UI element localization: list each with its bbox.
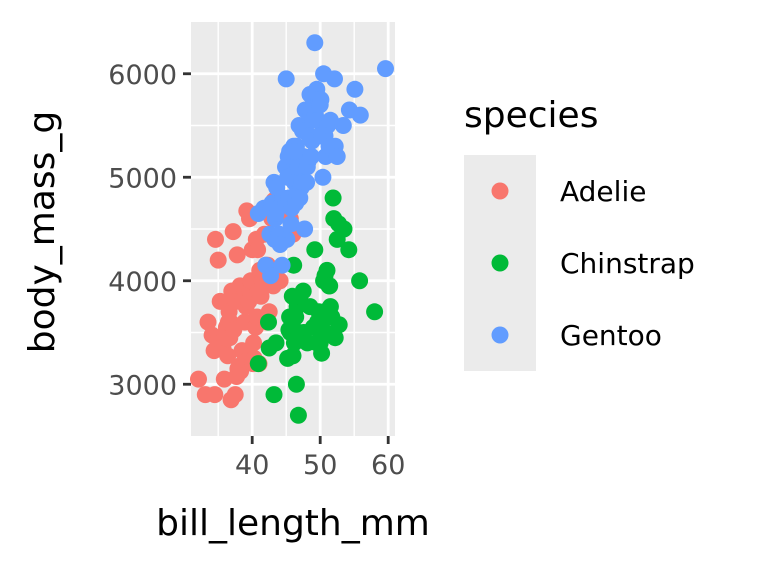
data-point-chinstrap [318,261,336,279]
data-point-gentoo [377,60,394,78]
data-point-chinstrap [249,355,267,373]
data-point-gentoo [277,70,295,88]
data-point-gentoo [302,148,320,165]
legend-key-gentoo [491,326,509,344]
y-tick-label: 4000 [108,267,177,298]
data-points [190,34,394,424]
data-point-chinstrap [260,313,277,331]
y-tick-label: 6000 [108,60,177,91]
x-axis-title: bill_length_mm [156,503,430,544]
data-point-adelie [207,230,224,248]
legend-key-adelie [491,182,509,200]
data-point-chinstrap [326,329,344,347]
data-point-adelie [206,386,224,404]
data-point-gentoo [326,70,343,88]
data-point-chinstrap [366,303,384,321]
legend-key-chinstrap [491,254,509,272]
data-point-chinstrap [351,272,369,290]
data-point-gentoo [306,34,324,52]
data-point-gentoo [328,148,346,165]
data-point-chinstrap [330,316,348,334]
data-point-gentoo [291,189,309,207]
legend-label-adelie: Adelie [560,175,646,208]
y-tick-label: 3000 [108,370,177,401]
data-point-gentoo [285,142,303,160]
y-tick-label: 5000 [108,163,177,194]
data-point-gentoo [262,267,280,285]
legend-title: species [464,95,598,136]
data-point-chinstrap [284,347,302,365]
legend-label-chinstrap: Chinstrap [560,247,695,280]
axes: 40 50 60 3000 4000 5000 6000 [108,60,405,481]
data-point-gentoo [271,236,289,253]
data-point-adelie [209,251,227,269]
data-point-adelie [245,334,263,352]
x-tick-label: 50 [303,450,337,481]
data-point-adelie [228,246,246,264]
legend-items: Adelie Chinstrap Gentoo [491,175,695,352]
data-point-chinstrap [267,334,285,352]
data-point-adelie [224,223,242,241]
data-point-gentoo [298,173,316,191]
legend-label-gentoo: Gentoo [560,319,662,352]
data-point-gentoo [334,117,352,134]
data-point-adelie [190,370,207,388]
data-point-gentoo [351,106,369,124]
data-point-adelie [219,347,237,365]
data-point-chinstrap [265,386,283,404]
data-point-chinstrap [313,344,331,362]
legend: species Adelie Chinstrap Gentoo [464,95,695,371]
data-point-chinstrap [306,241,324,259]
data-point-chinstrap [335,220,353,238]
data-point-chinstrap [289,406,307,424]
data-point-chinstrap [324,189,342,207]
data-point-chinstrap [287,375,305,393]
data-point-gentoo [273,256,291,274]
data-point-gentoo [321,111,339,129]
data-point-gentoo [314,168,332,186]
y-axis-title: body_mass_g [22,111,63,354]
x-tick-label: 60 [371,450,405,481]
data-point-gentoo [312,91,330,109]
data-point-chinstrap [294,282,312,300]
data-point-adelie [249,241,267,259]
data-point-chinstrap [340,241,358,259]
x-tick-label: 40 [235,450,269,481]
data-point-adelie [226,386,244,404]
data-point-gentoo [346,80,364,98]
data-point-adelie [199,313,217,331]
data-point-chinstrap [321,277,339,295]
data-point-gentoo [296,220,314,238]
data-point-gentoo [282,215,300,233]
